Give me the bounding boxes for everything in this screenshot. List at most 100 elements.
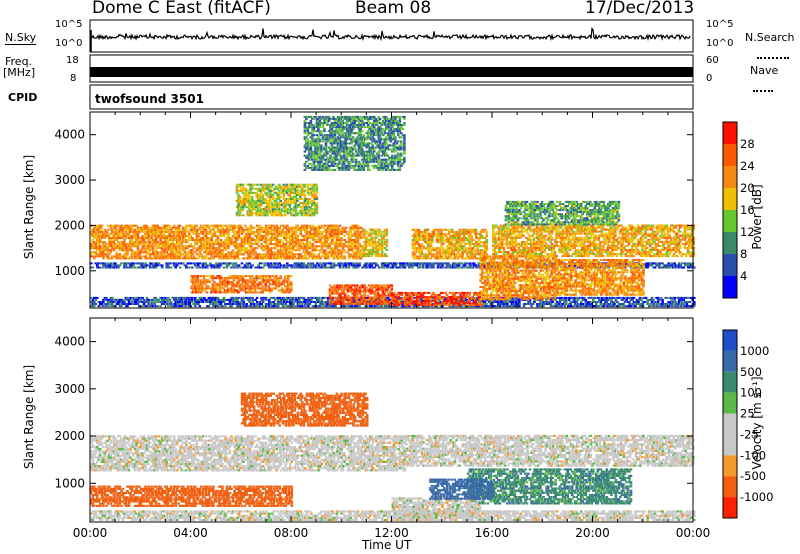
heat-cell-0 xyxy=(327,255,330,257)
heat-cell-0 xyxy=(257,241,260,243)
heat-cell-5 xyxy=(501,231,504,233)
heat-cell-0 xyxy=(352,243,355,245)
heat-cell-0 xyxy=(236,255,239,257)
heat-cell-1 xyxy=(206,267,209,269)
heat-cell-0 xyxy=(322,227,325,229)
heat-cell-3 xyxy=(363,235,366,237)
heat-cell-0 xyxy=(176,253,179,255)
heat-cell-4 xyxy=(424,235,427,237)
heat-cell-4 xyxy=(475,229,478,231)
heat-cell-5 xyxy=(518,247,521,249)
heat-cell-1 xyxy=(366,262,369,264)
heat-cell-0 xyxy=(263,235,266,237)
heat-cell-2 xyxy=(675,301,678,303)
heat-cell-2 xyxy=(630,305,633,307)
heat-cell-4 xyxy=(464,247,467,249)
heat-cell-0 xyxy=(147,251,150,253)
heat-cell-2 xyxy=(565,303,568,305)
heat-cell-2 xyxy=(661,299,664,301)
heat-cell-0 xyxy=(315,247,318,249)
heat-cell-0 xyxy=(95,251,98,253)
heat-cell-0 xyxy=(340,251,343,253)
heat-cell-2 xyxy=(518,305,521,307)
heat-cell-1 xyxy=(220,264,223,266)
heat-cell-0 xyxy=(331,235,334,237)
heat-cell-0 xyxy=(304,255,307,257)
heat-cell-0 xyxy=(110,227,113,229)
heat-cell-1 xyxy=(278,267,281,269)
heat-cell-5 xyxy=(495,241,498,243)
heat-cell-0 xyxy=(196,231,199,233)
heat-cell-0 xyxy=(149,249,152,251)
heat-cell-4 xyxy=(452,231,455,233)
heat-cell-5 xyxy=(503,237,506,239)
heat-cell-1 xyxy=(250,267,253,269)
heat-cell-0 xyxy=(349,245,352,247)
heat-cell-0 xyxy=(123,239,126,241)
heat-cell-0 xyxy=(182,253,185,255)
heat-cell-5 xyxy=(525,245,528,247)
heat-cell-0 xyxy=(188,237,191,239)
heat-cell-1 xyxy=(199,267,202,269)
heat-cell-2 xyxy=(666,303,669,305)
heat-cell-0 xyxy=(266,245,269,247)
heat-cell-2 xyxy=(598,297,601,299)
heat-cell-5 xyxy=(531,247,534,249)
heat-cell-2 xyxy=(527,303,530,305)
heat-cell-2 xyxy=(670,299,673,301)
heat-cell-1 xyxy=(437,267,440,269)
heat-cell-0 xyxy=(182,235,185,237)
heat-cell-2 xyxy=(640,299,643,301)
heat-cell-5 xyxy=(503,249,506,251)
heat-cell-0 xyxy=(141,235,144,237)
heat-cell-5 xyxy=(512,245,515,247)
heat-cell-2 xyxy=(601,297,604,299)
heat-cell-0 xyxy=(205,227,208,229)
heat-cell-0 xyxy=(312,225,315,227)
heat-cell-0 xyxy=(128,257,131,259)
heat-cell-0 xyxy=(209,245,212,247)
heat-cell-0 xyxy=(265,237,268,239)
heat-cell-2 xyxy=(111,299,114,301)
heat-cell-3 xyxy=(386,229,389,231)
heat-cell-0 xyxy=(165,237,168,239)
heat-cell-4 xyxy=(422,245,425,247)
heat-cell-0 xyxy=(217,239,220,241)
heat-cell-0 xyxy=(181,243,184,245)
heat-cell-0 xyxy=(251,251,254,253)
heat-cell-0 xyxy=(152,249,155,251)
heat-cell-1 xyxy=(269,267,272,269)
heat-cell-4 xyxy=(476,249,479,251)
heat-cell-5 xyxy=(503,233,506,235)
heat-cell-0 xyxy=(117,235,120,237)
heat-cell-0 xyxy=(149,243,152,245)
heat-cell-1 xyxy=(432,267,435,269)
heat-cell-0 xyxy=(280,257,283,259)
heat-cell-2 xyxy=(310,301,313,303)
heat-cell-2 xyxy=(681,297,684,299)
heat-cell-1 xyxy=(144,267,147,269)
heat-cell-4 xyxy=(446,245,449,247)
heat-cell-1 xyxy=(426,267,429,269)
heat-cell-0 xyxy=(156,237,159,239)
heat-cell-1 xyxy=(215,262,218,264)
heat-cell-2 xyxy=(619,297,622,299)
heat-cell-1 xyxy=(670,264,673,266)
heat-cell-0 xyxy=(291,235,294,237)
heat-cell-0 xyxy=(248,257,251,259)
heat-cell-1 xyxy=(283,264,286,266)
heat-cell-0 xyxy=(214,233,217,235)
heat-cell-0 xyxy=(265,243,268,245)
heat-cell-1 xyxy=(257,264,260,266)
heat-cell-0 xyxy=(360,249,363,251)
heat-cell-4 xyxy=(458,229,461,231)
heat-cell-1 xyxy=(144,262,147,264)
heat-cell-0 xyxy=(346,251,349,253)
heat-cell-1 xyxy=(404,267,407,269)
heat-cell-1 xyxy=(364,264,367,266)
heat-cell-0 xyxy=(343,229,346,231)
heat-cell-0 xyxy=(144,251,147,253)
heat-cell-1 xyxy=(111,264,114,266)
heat-cell-2 xyxy=(345,305,348,307)
heat-cell-1 xyxy=(174,262,177,264)
